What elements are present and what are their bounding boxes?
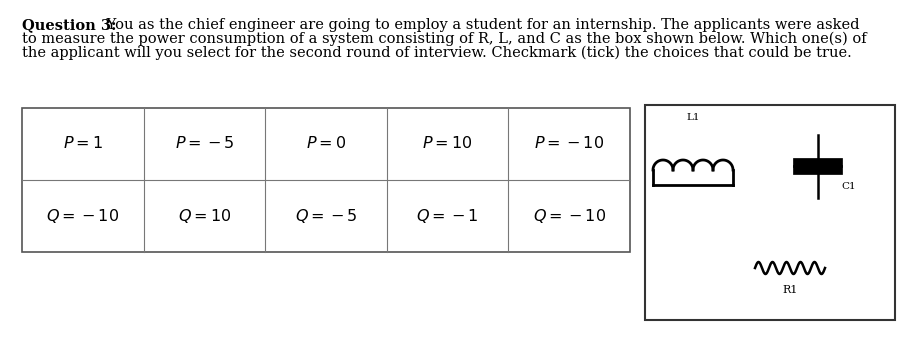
Text: $Q = 10$: $Q = 10$	[177, 207, 231, 225]
Text: You as the chief engineer are going to employ a student for an internship. The a: You as the chief engineer are going to e…	[102, 18, 860, 32]
Text: $P = 0$: $P = 0$	[306, 135, 346, 153]
Text: the applicant will you select for the second round of interview. Checkmark (tick: the applicant will you select for the se…	[22, 46, 852, 60]
Text: $P = -5$: $P = -5$	[175, 135, 234, 153]
Text: R1: R1	[783, 285, 798, 295]
Text: $Q = -10$: $Q = -10$	[532, 207, 606, 225]
Text: $Q = -5$: $Q = -5$	[295, 207, 358, 225]
Text: L1: L1	[686, 113, 700, 122]
Text: $P = -10$: $P = -10$	[534, 135, 604, 153]
Text: to measure the power consumption of a system consisting of R, L, and C as the bo: to measure the power consumption of a sy…	[22, 32, 866, 46]
Text: Question 3:: Question 3:	[22, 18, 116, 32]
Text: $P = 10$: $P = 10$	[422, 135, 473, 153]
Text: $Q = -1$: $Q = -1$	[416, 207, 479, 225]
Text: C1: C1	[841, 182, 855, 191]
Bar	[645, 105, 895, 320]
Bar	[22, 108, 630, 252]
Text: $Q = -10$: $Q = -10$	[46, 207, 119, 225]
Text: $P = 1$: $P = 1$	[63, 135, 103, 153]
